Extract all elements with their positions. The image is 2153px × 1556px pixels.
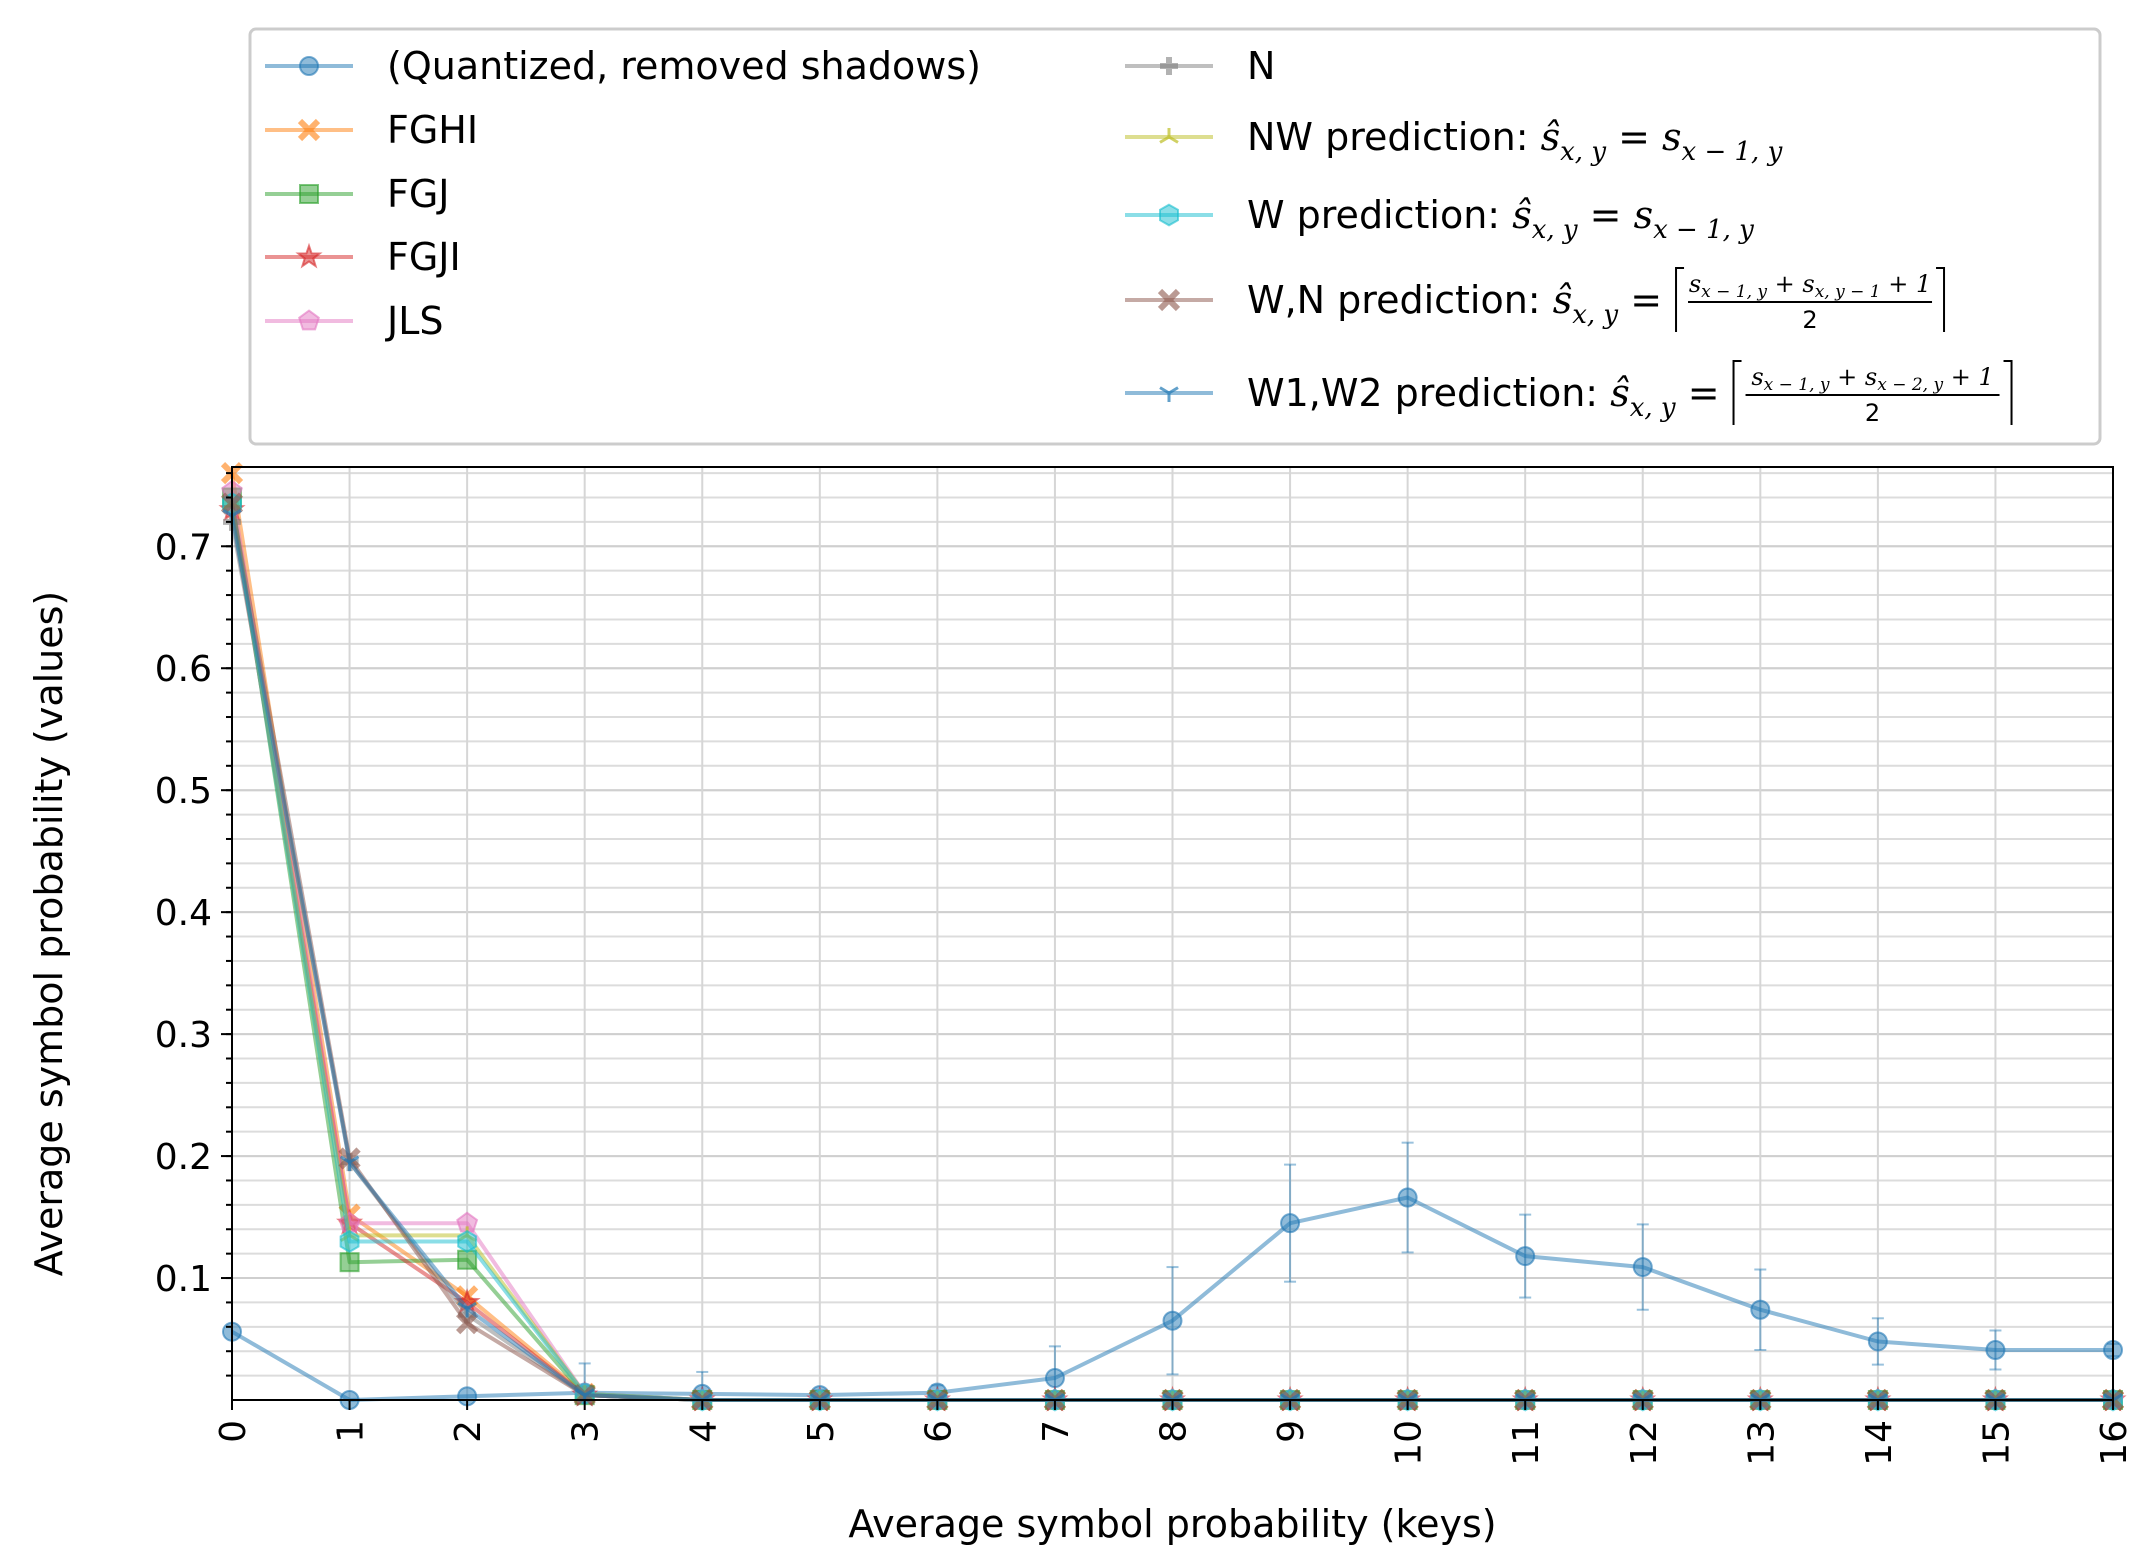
data-point xyxy=(1867,1331,1888,1352)
legend-item-3: FGJI xyxy=(265,235,461,279)
legend-marker xyxy=(299,184,319,204)
legend-marker xyxy=(297,118,321,142)
y-tick-label: 0.3 xyxy=(155,1015,212,1056)
legend-label: FGHI xyxy=(387,108,478,152)
x-tick-label: 12 xyxy=(1624,1420,1665,1466)
legend-item-6: NW prediction: ŝx, y = sx − 1, y xyxy=(1125,115,1783,167)
fraction-denominator: 2 xyxy=(1865,399,1880,427)
fraction-numerator: sx − 1, y + sx, y − 1 + 1 xyxy=(1689,270,1931,302)
x-tick-label: 6 xyxy=(918,1420,959,1443)
data-point xyxy=(339,1155,360,1172)
grid xyxy=(231,467,2114,1400)
data-point xyxy=(339,1229,360,1253)
y-tick-label: 0.5 xyxy=(155,771,212,812)
x-tick-label: 11 xyxy=(1506,1420,1547,1466)
ceil-bracket-right xyxy=(2003,360,2013,425)
legend-marker xyxy=(295,242,323,269)
legend-marker xyxy=(1159,128,1179,144)
legend-marker xyxy=(1160,57,1178,75)
legend-label: W1,W2 prediction: ŝx, y = xyxy=(1247,371,1720,423)
legend-label: JLS xyxy=(385,299,444,343)
legend-item-1: FGHI xyxy=(265,108,478,152)
data-point xyxy=(1750,1299,1771,1320)
x-tick-label: 9 xyxy=(1271,1420,1312,1443)
x-tick-label: 2 xyxy=(448,1420,489,1443)
y-tick-label: 0.1 xyxy=(155,1259,212,1300)
data-point xyxy=(1632,1257,1653,1278)
x-tick-label: 14 xyxy=(1859,1420,1900,1466)
data-point xyxy=(1044,1368,1065,1389)
legend-marker xyxy=(299,56,319,76)
data-point xyxy=(457,1229,478,1253)
legend-marker xyxy=(1157,288,1181,312)
x-tick-label: 7 xyxy=(1036,1420,1077,1443)
fraction-numerator: sx − 1, y + sx − 2, y + 1 xyxy=(1751,363,1993,395)
ceil-bracket-right xyxy=(1936,267,1946,332)
legend-item-0: (Quantized, removed shadows) xyxy=(265,44,981,88)
x-tick-label: 5 xyxy=(801,1420,842,1443)
y-tick-label: 0.4 xyxy=(155,893,212,934)
x-tick-label: 1 xyxy=(331,1420,372,1443)
legend-item-5: N xyxy=(1125,44,1275,88)
x-tick-label: 0 xyxy=(213,1420,254,1443)
data-point xyxy=(1985,1339,2006,1360)
legend-marker xyxy=(1159,203,1179,227)
y-tick-label: 0.2 xyxy=(155,1137,212,1178)
legend-item-4: JLS xyxy=(265,299,444,343)
ceil-bracket-left xyxy=(1732,360,1742,425)
y-tick-label: 0.6 xyxy=(155,649,212,690)
axes: 0 1 2 3 4 5 6 7 8 9 10 11 12 13 14 15 160.10.20.30.40.50… xyxy=(155,472,2135,1466)
x-tick-label: 10 xyxy=(1389,1420,1430,1466)
x-tick-label: 13 xyxy=(1741,1420,1782,1466)
data-point xyxy=(1397,1187,1418,1208)
legend-label: N xyxy=(1247,44,1275,88)
data-point xyxy=(457,1249,478,1270)
legend-marker xyxy=(1159,386,1179,402)
x-tick-label: 15 xyxy=(1976,1420,2017,1466)
legend-label: FGJ xyxy=(387,172,450,216)
legend-item-8: W,N prediction: ŝx, y = sx − 1, y + sx, … xyxy=(1125,267,1946,334)
x-axis-label: Average symbol probability (keys) xyxy=(848,1502,1496,1546)
fraction-denominator: 2 xyxy=(1802,306,1817,334)
data-point xyxy=(456,1312,479,1335)
x-tick-label: 3 xyxy=(566,1420,607,1443)
legend-item-9: W1,W2 prediction: ŝx, y = sx − 1, y + sx… xyxy=(1125,360,2013,427)
x-tick-label: 8 xyxy=(1154,1420,1195,1443)
ceil-bracket-left xyxy=(1675,267,1685,332)
y-tick-label: 0.7 xyxy=(155,527,212,568)
data-point xyxy=(1162,1310,1183,1331)
data-point xyxy=(1515,1246,1536,1267)
legend-label: FGJI xyxy=(387,235,461,279)
legend-label: W prediction: ŝx, y = sx − 1, y xyxy=(1247,193,1754,245)
legend-label: NW prediction: ŝx, y = sx − 1, y xyxy=(1247,115,1783,167)
x-tick-label: 16 xyxy=(2094,1420,2135,1466)
legend-label: (Quantized, removed shadows) xyxy=(387,44,981,88)
data-point xyxy=(339,1252,360,1273)
y-axis-label: Average symbol probability (values) xyxy=(27,591,71,1277)
data-point xyxy=(457,1301,477,1318)
legend: (Quantized, removed shadows) FGHI FGJ FGJI J… xyxy=(248,27,2102,446)
legend-label: W,N prediction: ŝx, y = xyxy=(1247,278,1662,330)
data-point xyxy=(1280,1213,1301,1234)
legend-marker xyxy=(298,309,320,331)
legend-item-7: W prediction: ŝx, y = sx − 1, y xyxy=(1125,193,1754,245)
x-tick-label: 4 xyxy=(683,1420,724,1443)
legend-box xyxy=(248,27,2102,446)
legend-item-2: FGJ xyxy=(265,172,450,216)
